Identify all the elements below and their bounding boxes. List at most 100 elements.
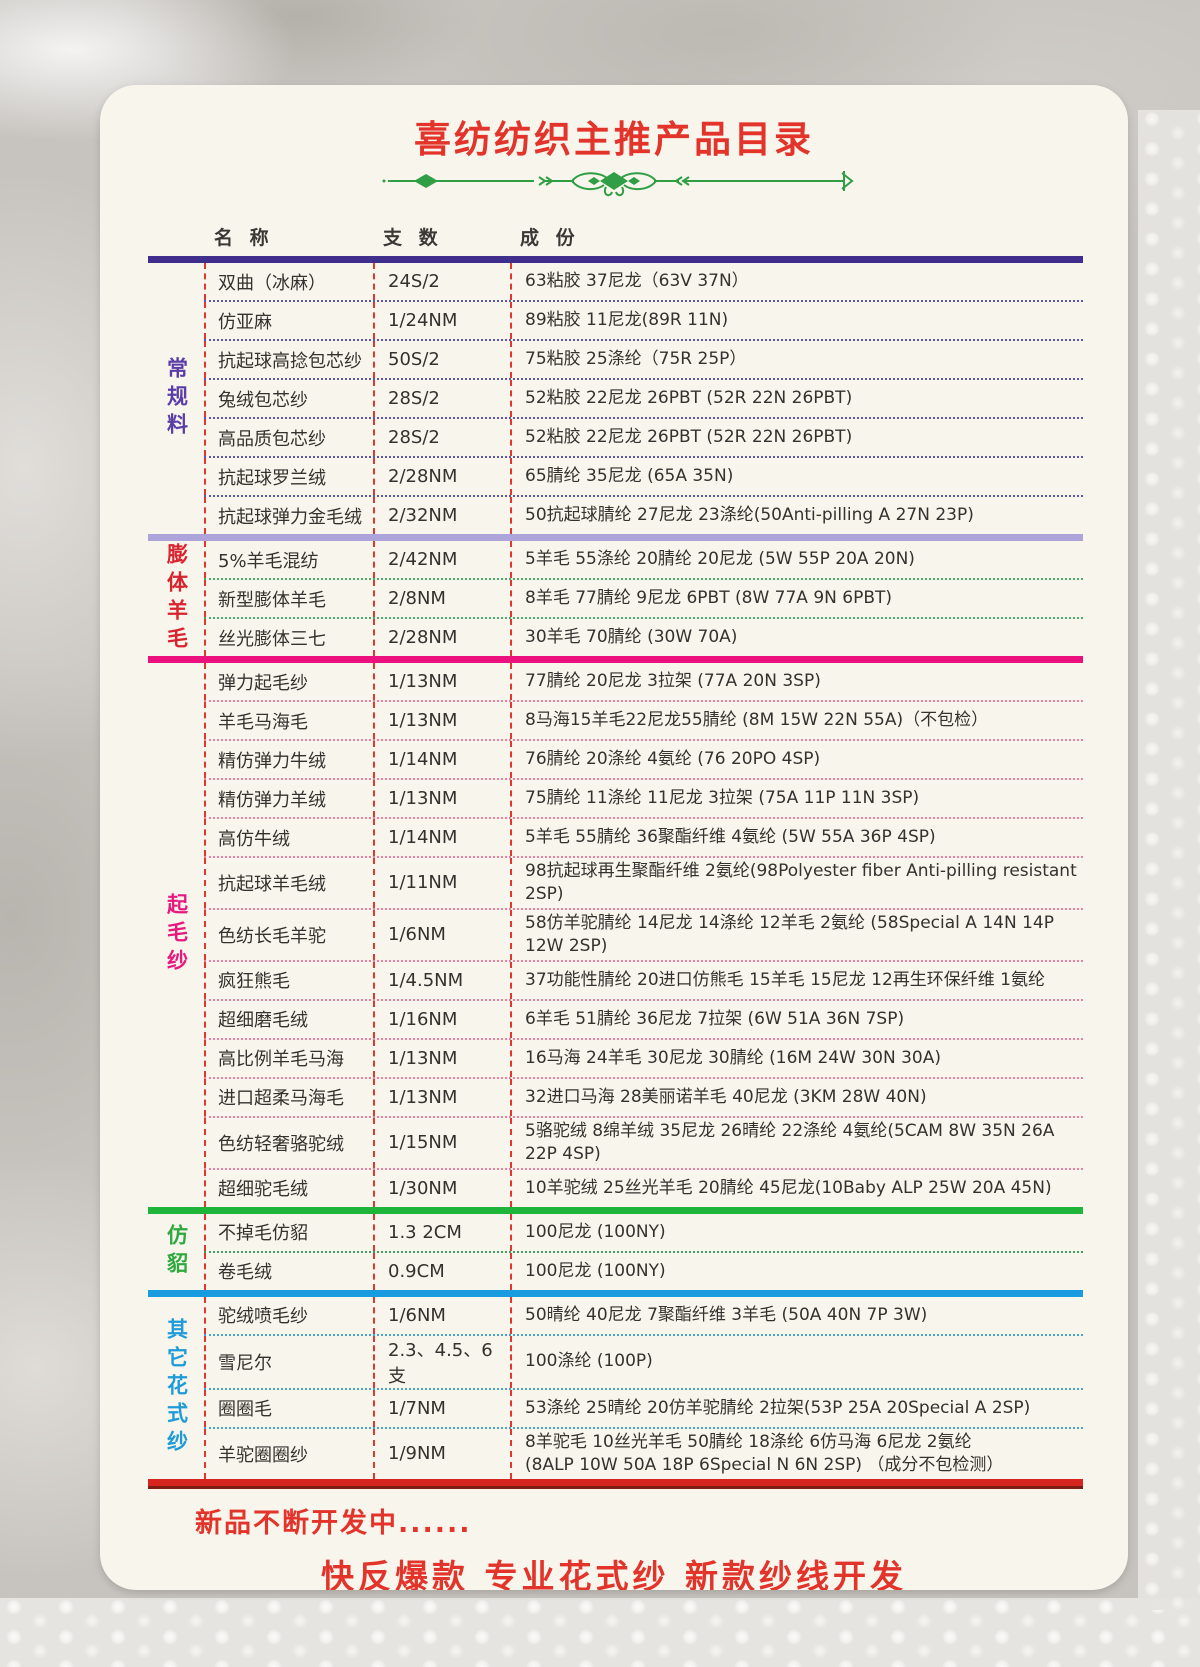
table-row: 高仿牛绒 1/14NM 5羊毛 55腈纶 36聚酯纤维 4氨纶 (5W 55A … — [204, 819, 1083, 858]
yarn-count-cell: 1/11NM — [373, 858, 510, 908]
table-row: 精仿弹力羊绒 1/13NM 75腈纶 11涤纶 11尼龙 3拉架 (75A 11… — [204, 780, 1083, 819]
table-row: 抗起球弹力金毛绒 2/32NM 50抗起球腈纶 27尼龙 23涤纶(50Anti… — [204, 497, 1083, 534]
table-row: 抗起球高捻包芯纱 50S/2 75粘胶 25涤纶（75R 25P） — [204, 341, 1083, 380]
section-divider — [148, 1478, 1083, 1489]
slogan-text: 快反爆款 专业花式纱 新款纱线开发 — [321, 1556, 907, 1591]
yarn-count-cell: 1/13NM — [373, 780, 510, 817]
yarn-count-cell: 1/14NM — [373, 741, 510, 778]
product-name-cell: 色纺轻奢骆驼绒 — [204, 1117, 373, 1168]
composition-cell: 100尼龙 (100NY) — [510, 1252, 1083, 1290]
product-name-cell: 高仿牛绒 — [204, 819, 373, 856]
product-name-cell: 疯狂熊毛 — [204, 961, 373, 999]
table-row: 兔绒包芯纱 28S/2 52粘胶 22尼龙 26PBT (52R 22N 26P… — [204, 380, 1083, 419]
yarn-count-cell: 28S/2 — [373, 419, 510, 456]
composition-cell: 10羊驼绒 25丝光羊毛 20腈纶 45尼龙(10Baby ALP 25W 20… — [510, 1169, 1083, 1207]
product-name-cell: 高比例羊毛马海 — [204, 1039, 373, 1077]
yarn-count-cell: 2.3、4.5、6支 — [373, 1335, 510, 1388]
category-label: 膨体羊毛 — [164, 542, 189, 655]
yarn-count-cell: 28S/2 — [373, 380, 510, 417]
column-header-count: 支 数 — [383, 227, 443, 249]
table-row: 仿亚麻 1/24NM 89粘胶 11尼龙(89R 11N) — [204, 302, 1083, 341]
yarn-count-cell: 1/16NM — [373, 1000, 510, 1038]
table-row: 圈圈毛 1/7NM 53涤纶 25晴纶 20仿羊驼腈纶 2拉架(53P 25A … — [204, 1389, 1083, 1429]
yarn-count-cell: 1/6NM — [373, 909, 510, 960]
section-divider — [148, 1289, 1083, 1297]
composition-cell: 30羊毛 70腈纶 (30W 70A) — [510, 619, 1083, 656]
column-header-composition: 成 份 — [520, 227, 580, 249]
background-texture-right — [1138, 110, 1200, 1610]
column-header-name: 名 称 — [214, 227, 274, 249]
composition-cell: 5骆驼绒 8绵羊绒 35尼龙 26晴纶 22涤纶 4氨纶(5CAM 8W 35N… — [510, 1117, 1083, 1168]
product-name-cell: 5%羊毛混纺 — [204, 541, 373, 578]
section-divider — [148, 1206, 1083, 1214]
composition-cell: 6羊毛 51腈纶 36尼龙 7拉架 (6W 51A 36N 7SP) — [510, 1000, 1083, 1038]
table-section: 起毛纱 弹力起毛纱 1/13NM 77腈纶 20尼龙 3拉架 (77A 20N … — [148, 663, 1083, 1207]
composition-cell: 75粘胶 25涤纶（75R 25P） — [510, 341, 1083, 378]
yarn-count-cell: 1/14NM — [373, 819, 510, 856]
table-row: 进口超柔马海毛 1/13NM 32进口马海 28美丽诺羊毛 40尼龙 (3KM … — [204, 1078, 1083, 1118]
table-row: 羊驼圈圈纱 1/9NM 8羊驼毛 10丝光羊毛 50腈纶 18涤纶 6仿马海 6… — [204, 1428, 1083, 1479]
product-name-cell: 新型膨体羊毛 — [204, 580, 373, 617]
product-name-cell: 超细驼毛绒 — [204, 1169, 373, 1207]
product-name-cell: 驼绒喷毛纱 — [204, 1296, 373, 1334]
composition-cell: 16马海 24羊毛 30尼龙 30腈纶 (16M 24W 30N 30A) — [510, 1039, 1083, 1077]
table-row: 丝光膨体三七 2/28NM 30羊毛 70腈纶 (30W 70A) — [204, 619, 1083, 656]
product-name-cell: 抗起球罗兰绒 — [204, 458, 373, 495]
composition-cell: 8马海15羊毛22尼龙55腈纶 (8M 15W 22N 55A)（不包检） — [510, 702, 1083, 739]
catalog-card: 喜纺纺织主推产品目录 — [100, 85, 1128, 1590]
table-row: 新型膨体羊毛 2/8NM 8羊毛 77腈纶 9尼龙 6PBT (8W 77A 9… — [204, 580, 1083, 619]
yarn-count-cell: 1/13NM — [373, 1078, 510, 1116]
yarn-count-cell: 2/42NM — [373, 541, 510, 578]
product-name-cell: 超细磨毛绒 — [204, 1000, 373, 1038]
product-name-cell: 精仿弹力牛绒 — [204, 741, 373, 778]
yarn-count-cell: 1/7NM — [373, 1389, 510, 1427]
page-title: 喜纺纺织主推产品目录 — [414, 118, 814, 161]
table-row: 双曲（冰麻） 24S/2 63粘胶 37尼龙（63V 37N） — [204, 263, 1083, 302]
composition-cell: 37功能性腈纶 20进口仿熊毛 15羊毛 15尼龙 12再生环保纤维 1氨纶 — [510, 961, 1083, 999]
table-row: 卷毛绒 0.9CM 100尼龙 (100NY) — [204, 1252, 1083, 1290]
table-row: 雪尼尔 2.3、4.5、6支 100涤纶 (100P) — [204, 1335, 1083, 1390]
yarn-count-cell: 1/13NM — [373, 702, 510, 739]
table-row: 色纺长毛羊驼 1/6NM 58仿羊驼腈纶 14尼龙 14涤纶 12羊毛 2氨纶 … — [204, 909, 1083, 962]
product-name-cell: 羊毛马海毛 — [204, 702, 373, 739]
composition-cell: 100涤纶 (100P) — [510, 1335, 1083, 1388]
table-section: 仿貂 不掉毛仿貂 1.3 2CM 100尼龙 (100NY) 卷毛绒 0.9CM… — [148, 1213, 1083, 1290]
table-row: 抗起球羊毛绒 1/11NM 98抗起球再生聚酯纤维 2氨纶(98Polyeste… — [204, 858, 1083, 910]
yarn-count-cell: 1/4.5NM — [373, 961, 510, 999]
background-texture-bottom — [0, 1598, 1200, 1667]
composition-cell: 52粘胶 22尼龙 26PBT (52R 22N 26PBT) — [510, 380, 1083, 417]
product-name-cell: 双曲（冰麻） — [204, 263, 373, 300]
table-row: 超细驼毛绒 1/30NM 10羊驼绒 25丝光羊毛 20腈纶 45尼龙(10Ba… — [204, 1169, 1083, 1207]
section-rows: 不掉毛仿貂 1.3 2CM 100尼龙 (100NY) 卷毛绒 0.9CM 10… — [204, 1213, 1083, 1290]
composition-cell: 100尼龙 (100NY) — [510, 1213, 1083, 1251]
product-table: 名 称 支 数 成 份 常规料 双曲（冰麻） 24S/2 63粘胶 37尼龙（6… — [148, 219, 1083, 1489]
table-section: 膨体羊毛 5%羊毛混纺 2/42NM 5羊毛 55涤纶 20腈纶 20尼龙 (5… — [148, 541, 1083, 656]
composition-cell: 52粘胶 22尼龙 26PBT (52R 22N 26PBT) — [510, 419, 1083, 456]
table-row: 5%羊毛混纺 2/42NM 5羊毛 55涤纶 20腈纶 20尼龙 (5W 55P… — [204, 541, 1083, 580]
category-label: 仿貂 — [164, 1223, 189, 1280]
category-label: 其它花式纱 — [164, 1317, 189, 1458]
product-name-cell: 卷毛绒 — [204, 1252, 373, 1290]
product-name-cell: 精仿弹力羊绒 — [204, 780, 373, 817]
yarn-count-cell: 50S/2 — [373, 341, 510, 378]
composition-cell: 76腈纶 20涤纶 4氨纶 (76 20PO 4SP) — [510, 741, 1083, 778]
composition-cell: 89粘胶 11尼龙(89R 11N) — [510, 302, 1083, 339]
flourish-ornament-icon — [382, 171, 854, 197]
table-row: 高品质包芯纱 28S/2 52粘胶 22尼龙 26PBT (52R 22N 26… — [204, 419, 1083, 458]
composition-cell: 5羊毛 55涤纶 20腈纶 20尼龙 (5W 55P 20A 20N) — [510, 541, 1083, 578]
table-row: 高比例羊毛马海 1/13NM 16马海 24羊毛 30尼龙 30腈纶 (16M … — [204, 1039, 1083, 1079]
table-row: 色纺轻奢骆驼绒 1/15NM 5骆驼绒 8绵羊绒 35尼龙 26晴纶 22涤纶 … — [204, 1117, 1083, 1170]
yarn-count-cell: 2/32NM — [373, 497, 510, 534]
product-name-cell: 兔绒包芯纱 — [204, 380, 373, 417]
yarn-count-cell: 1/30NM — [373, 1169, 510, 1207]
product-name-cell: 雪尼尔 — [204, 1335, 373, 1388]
composition-cell: 8羊驼毛 10丝光羊毛 50腈纶 18涤纶 6仿马海 6尼龙 2氨纶 (8ALP… — [510, 1428, 1083, 1479]
table-section: 常规料 双曲（冰麻） 24S/2 63粘胶 37尼龙（63V 37N） 仿亚麻 … — [148, 263, 1083, 534]
product-name-cell: 圈圈毛 — [204, 1389, 373, 1427]
product-name-cell: 抗起球弹力金毛绒 — [204, 497, 373, 534]
product-name-cell: 羊驼圈圈纱 — [204, 1428, 373, 1479]
table-column-headers: 名 称 支 数 成 份 — [148, 219, 1083, 256]
product-name-cell: 色纺长毛羊驼 — [204, 909, 373, 960]
table-row: 弹力起毛纱 1/13NM 77腈纶 20尼龙 3拉架 (77A 20N 3SP) — [204, 663, 1083, 702]
yarn-count-cell: 24S/2 — [373, 263, 510, 300]
